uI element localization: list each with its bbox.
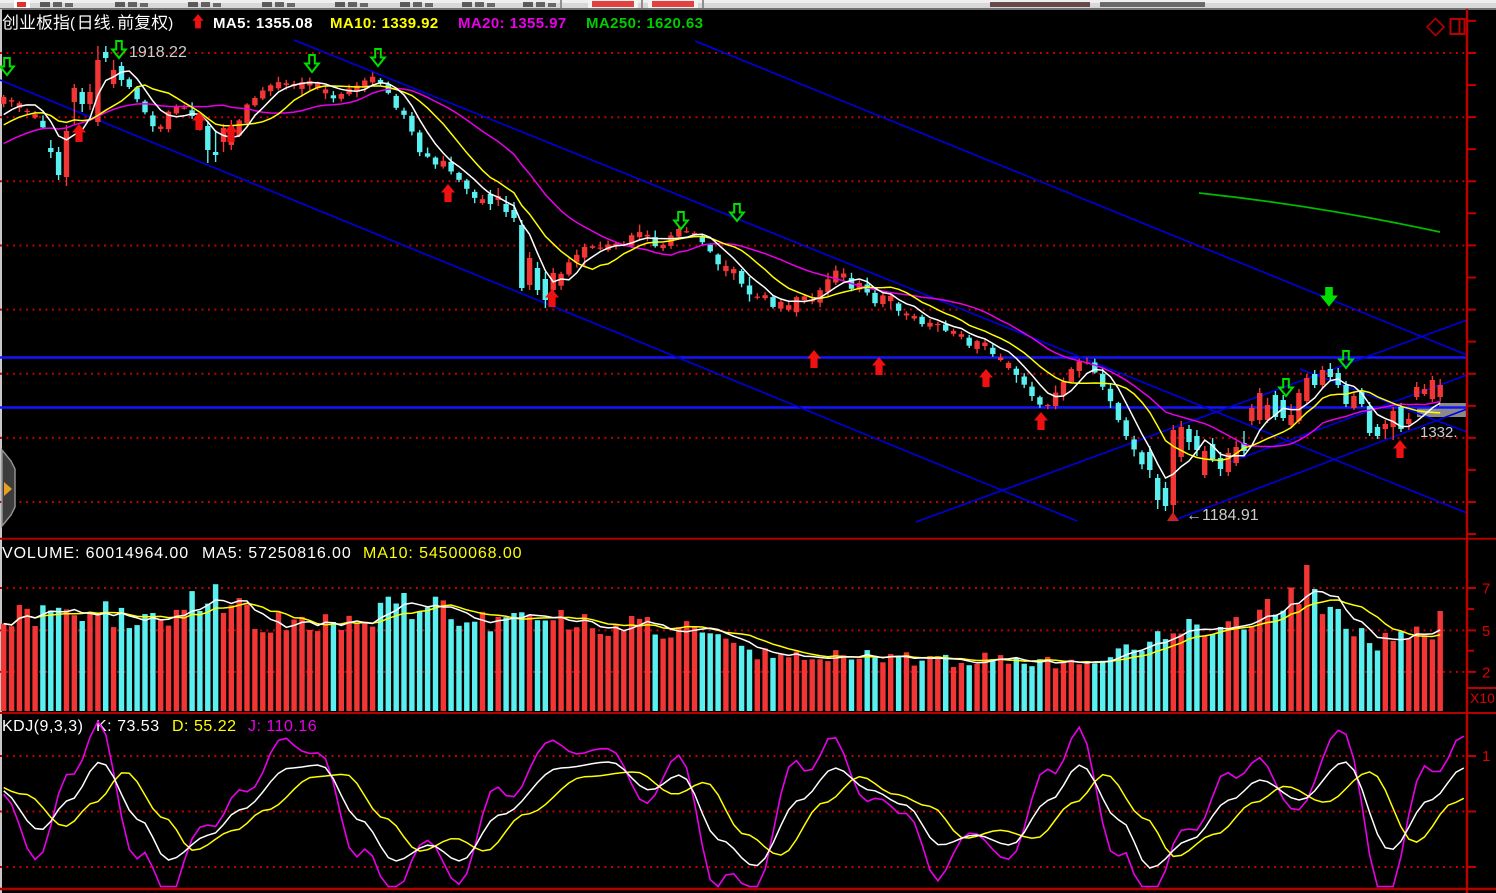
svg-text:J: 110.16: J: 110.16	[248, 718, 317, 735]
svg-text:.: .	[111, 15, 115, 32]
svg-text:MA10: 54500068.00: MA10: 54500068.00	[363, 545, 522, 562]
svg-text:1332.: 1332.	[1420, 424, 1458, 441]
svg-text:1: 1	[1482, 748, 1490, 765]
svg-text:MA5: 1355.08: MA5: 1355.08	[213, 15, 313, 32]
svg-text:K: 73.53: K: 73.53	[96, 718, 160, 735]
svg-text:←1184.91: ←1184.91	[1186, 507, 1259, 524]
svg-text:KDJ(9,3,3): KDJ(9,3,3)	[2, 718, 83, 735]
svg-text:7: 7	[1482, 581, 1490, 598]
svg-text:(: (	[70, 15, 75, 32]
svg-text:2: 2	[1482, 664, 1490, 681]
svg-text:MA20: 1355.97: MA20: 1355.97	[458, 15, 567, 32]
svg-text:): )	[168, 15, 173, 32]
svg-text:1918.22: 1918.22	[129, 44, 187, 61]
svg-text:5: 5	[1482, 623, 1490, 640]
svg-text:VOLUME: 60014964.00: VOLUME: 60014964.00	[2, 545, 189, 562]
svg-text:X10: X10	[1470, 690, 1495, 706]
svg-text:D: 55.22: D: 55.22	[172, 718, 236, 735]
svg-text:MA5: 57250816.00: MA5: 57250816.00	[202, 545, 352, 562]
svg-text:MA250: 1620.63: MA250: 1620.63	[586, 15, 703, 32]
svg-text:MA10: 1339.92: MA10: 1339.92	[330, 15, 439, 32]
